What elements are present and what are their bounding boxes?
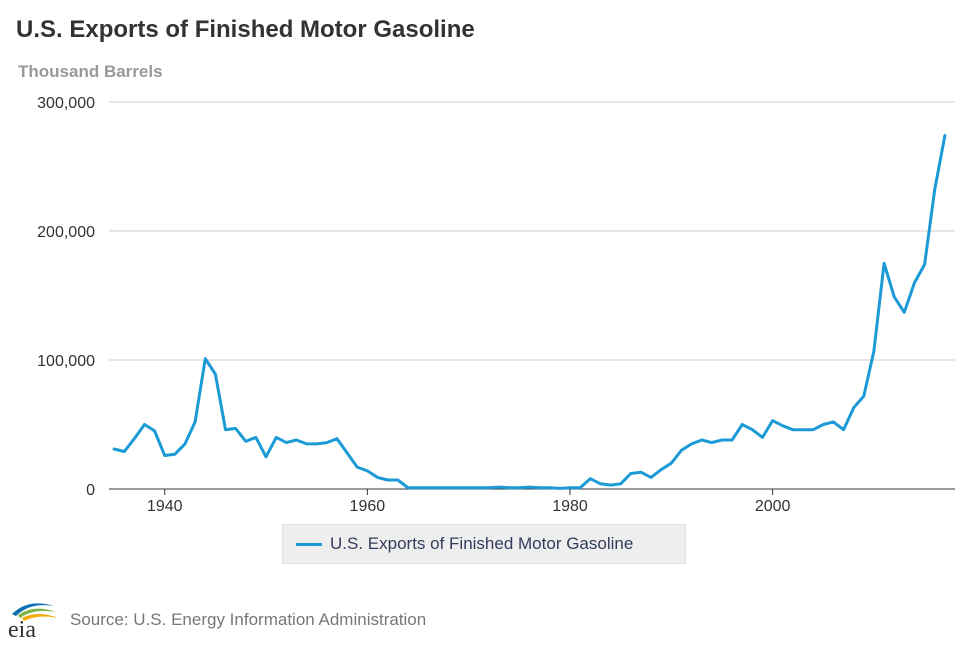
- gridlines: [109, 101, 955, 490]
- logo-swoosh-blue: [12, 603, 54, 616]
- chart-title: U.S. Exports of Finished Motor Gasoline: [16, 16, 475, 43]
- source-note: Source: U.S. Energy Information Administ…: [70, 610, 427, 629]
- x-tick-label: 1980: [552, 498, 588, 515]
- y-tick-label: 0: [86, 482, 95, 499]
- eia-logo-mark: eia: [8, 603, 58, 643]
- eia-logo[interactable]: eia: [8, 600, 64, 643]
- x-tick-label: 1960: [350, 498, 386, 515]
- logo-text: eia: [8, 617, 36, 640]
- x-axis-ticks: 1940 1960 1980 2000: [147, 489, 791, 515]
- y-tick-label: 300,000: [37, 95, 95, 112]
- series-line-0[interactable]: [112, 134, 947, 490]
- y-axis-unit-label: Thousand Barrels: [18, 62, 163, 81]
- y-tick-label: 100,000: [37, 353, 95, 370]
- y-tick-label: 200,000: [37, 224, 95, 241]
- logo-swoosh-gold: [22, 614, 58, 621]
- y-axis-ticks: 0 100,000 200,000 300,000: [37, 95, 95, 499]
- line-chart: 0 100,000 200,000 300,000 1940 1960 1980 2000: [37, 95, 955, 515]
- logo-swoosh-green: [18, 608, 56, 618]
- series-lines: [112, 134, 947, 490]
- footer: eia Source: U.S. Energy Information Admi…: [8, 600, 427, 643]
- legend-swatch: [296, 542, 322, 546]
- legend[interactable]: U.S. Exports of Finished Motor Gasoline: [282, 524, 686, 564]
- x-tick-label: 1940: [147, 498, 183, 515]
- x-tick-label: 2000: [755, 498, 791, 515]
- legend-label: U.S. Exports of Finished Motor Gasoline: [330, 534, 634, 553]
